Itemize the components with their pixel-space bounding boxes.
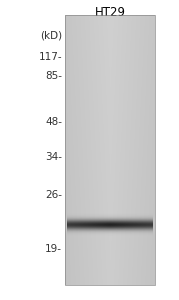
Text: (kD): (kD) <box>40 30 62 40</box>
Bar <box>65 15 155 285</box>
Text: 34-: 34- <box>45 152 62 162</box>
Text: 26-: 26- <box>45 190 62 200</box>
Text: 48-: 48- <box>45 117 62 127</box>
Text: HT29: HT29 <box>95 6 125 19</box>
Text: 85-: 85- <box>45 71 62 81</box>
Text: 19-: 19- <box>45 244 62 254</box>
Text: 117-: 117- <box>38 52 62 62</box>
